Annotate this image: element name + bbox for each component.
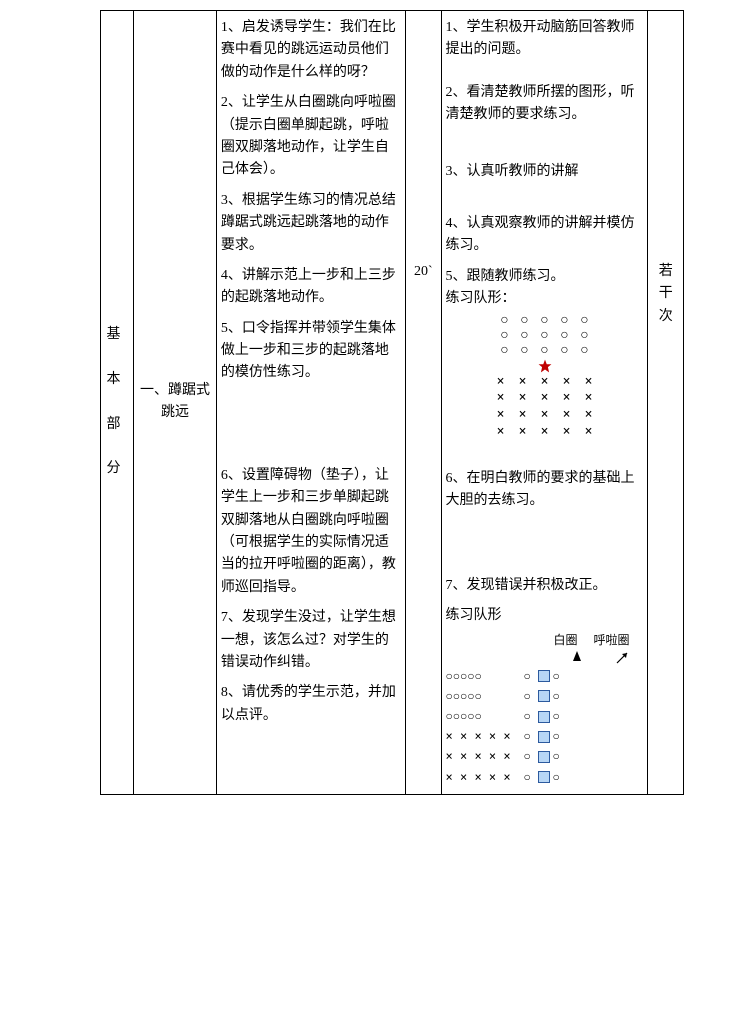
f2-r3: ○○○○○○○	[446, 707, 644, 726]
subsection-text: 一、蹲踞式跳远	[140, 383, 210, 420]
square-icon	[538, 711, 550, 723]
section-label-text: 基 本 部 分	[107, 327, 128, 476]
f1-x1: ×××××	[446, 373, 644, 390]
f2-r6: × × × × ×○○	[446, 768, 644, 787]
f1-x3: ×××××	[446, 406, 644, 423]
teacher-p4: 4、讲解示范上一步和上三步的起跳落地动作。	[221, 265, 401, 310]
label-baiquan: 白圈	[553, 631, 577, 650]
teacher-p6: 6、设置障碍物（垫子），让学生上一步和三步单脚起跳双脚落地从白圈跳向呼啦圈（可根…	[221, 465, 401, 599]
lesson-plan-table: 基 本 部 分 一、蹲踞式跳远 1、启发诱导学生：我们在比赛中看见的跳远运动员他…	[100, 10, 684, 795]
teacher-p7: 7、发现学生没过，让学生想一想，该怎么过？对学生的错误动作纠错。	[221, 607, 401, 674]
student-p6: 6、在明白教师的要求的基础上大胆的去练习。	[446, 468, 644, 513]
teacher-p3: 3、根据学生练习的情况总结蹲踞式跳远起跳落地的动作要求。	[221, 190, 401, 257]
f1-o3: ○○○○○	[446, 343, 644, 358]
section-label: 基 本 部 分	[101, 11, 134, 795]
teacher-p2: 2、让学生从白圈跳向呼啦圈（提示白圈单脚起跳，呼啦圈双脚落地动作，让学生自己体会…	[221, 92, 401, 182]
formation-2: 白圈 呼啦圈 ○○○○○○○ ○○○○○○○ ○○○○○○○ × × × × ×…	[446, 631, 644, 786]
f2-r5: × × × × ×○○	[446, 747, 644, 766]
student-activity: 1、学生积极开动脑筋回答教师提出的问题。 2、看清楚教师所摆的图形，听清楚教师的…	[441, 11, 648, 795]
square-icon	[538, 771, 550, 783]
label-hula: 呼啦圈	[593, 631, 629, 650]
teacher-p5: 5、口令指挥并带领学生集体做上一步和三步的起跳落地的模仿性练习。	[221, 318, 401, 385]
student-p7: 7、发现错误并积极改正。	[446, 575, 644, 597]
student-p5b: 练习队形：	[446, 288, 644, 310]
f1-star	[446, 359, 644, 373]
f2-r2: ○○○○○○○	[446, 687, 644, 706]
f2-r4: × × × × ×○○	[446, 727, 644, 746]
f2-r1: ○○○○○○○	[446, 667, 644, 686]
star-icon	[538, 359, 552, 373]
f2-label: 练习队形	[446, 605, 644, 627]
f1-x4: ×××××	[446, 423, 644, 440]
square-icon	[538, 690, 550, 702]
teacher-p8: 8、请优秀的学生示范，并加以点评。	[221, 682, 401, 727]
student-p3: 3、认真听教师的讲解	[446, 161, 644, 183]
time-value: 20`	[414, 264, 433, 279]
teacher-p1: 1、启发诱导学生：我们在比赛中看见的跳远运动员他们做的动作是什么样的呀？	[221, 17, 401, 84]
student-p5: 5、跟随教师练习。	[446, 266, 644, 288]
time-cell: 20`	[406, 11, 441, 795]
formation-1: ○○○○○ ○○○○○ ○○○○○ ××××× ××××× ××××× ××××…	[446, 313, 644, 440]
f1-x2: ×××××	[446, 389, 644, 406]
f1-o2: ○○○○○	[446, 328, 644, 343]
repetition-label: 若干次	[659, 264, 673, 324]
arrow-upright-icon	[615, 651, 627, 663]
arrow-up-icon	[573, 651, 581, 661]
student-p1: 1、学生积极开动脑筋回答教师提出的问题。	[446, 17, 644, 62]
subsection-label: 一、蹲踞式跳远	[134, 11, 217, 795]
student-p4: 4、认真观察教师的讲解并模仿练习。	[446, 213, 644, 258]
square-icon	[538, 731, 550, 743]
teacher-activity: 1、启发诱导学生：我们在比赛中看见的跳远运动员他们做的动作是什么样的呀？ 2、让…	[216, 11, 405, 795]
f1-o1: ○○○○○	[446, 313, 644, 328]
square-icon	[538, 751, 550, 763]
f2-labels: 白圈 呼啦圈	[446, 631, 644, 650]
repetition-cell: 若干次	[648, 11, 684, 795]
f2-arrows	[446, 651, 644, 667]
square-icon	[538, 670, 550, 682]
student-p2: 2、看清楚教师所摆的图形，听清楚教师的要求练习。	[446, 82, 644, 127]
